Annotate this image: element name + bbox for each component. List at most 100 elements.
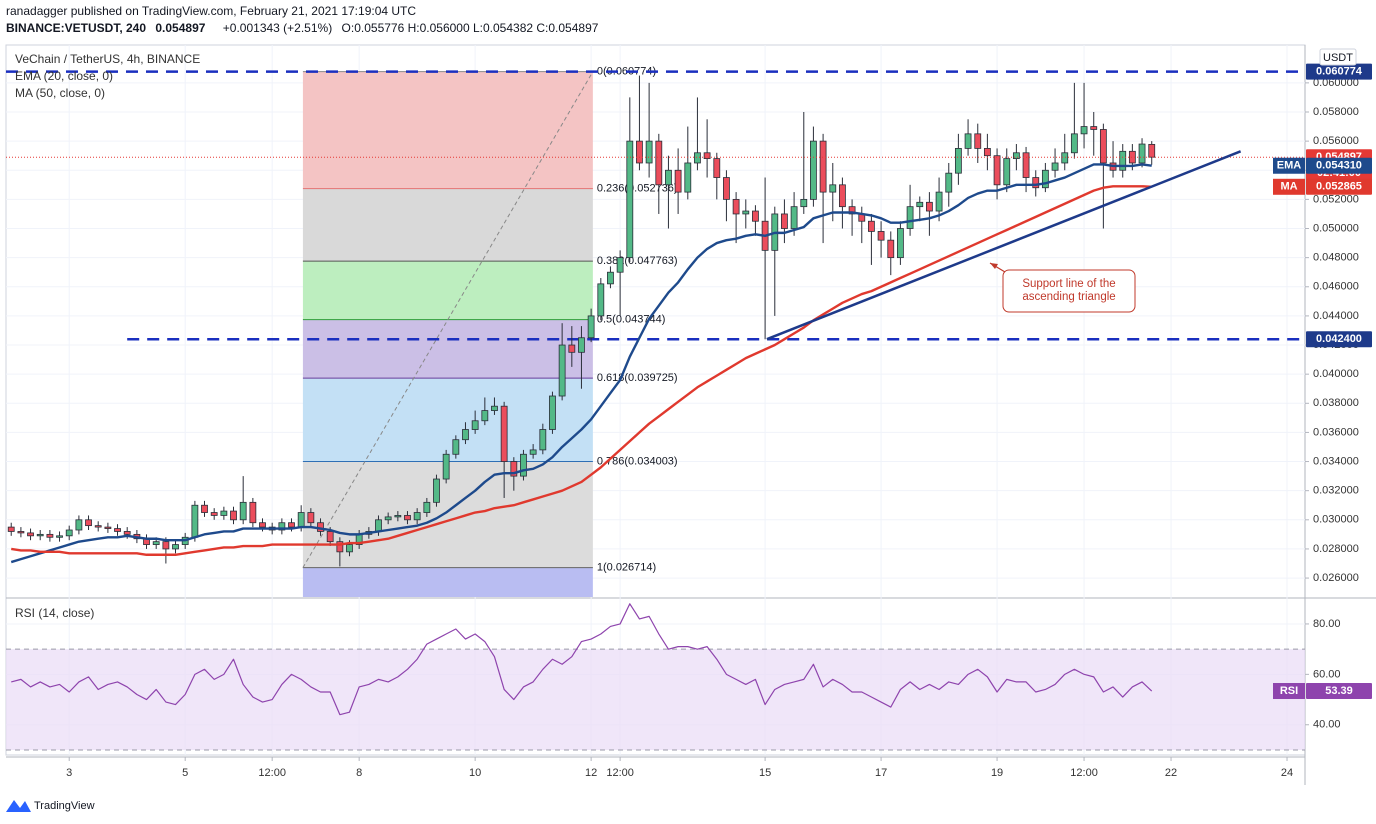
candle-body xyxy=(800,198,808,208)
candle-body xyxy=(442,453,450,480)
candle-body xyxy=(626,140,634,259)
rsi-pane xyxy=(6,603,1305,751)
logo xyxy=(6,800,31,812)
candle-body xyxy=(896,228,904,259)
y-tick-label: 0.050000 xyxy=(1313,222,1359,234)
series-name-tag xyxy=(1273,157,1305,174)
y-tick-label: 0.060000 xyxy=(1313,77,1359,89)
candle-body xyxy=(46,533,54,538)
legend-entry: EMA (20, close, 0) xyxy=(15,69,113,83)
candle-body xyxy=(549,395,556,430)
candle-body xyxy=(790,206,798,229)
candle-body xyxy=(1003,158,1011,186)
candle-body xyxy=(655,140,663,186)
candle-body xyxy=(645,140,653,164)
candle-body xyxy=(819,140,827,193)
x-tick-label: 24 xyxy=(1281,767,1293,779)
candle-body xyxy=(694,152,701,164)
candle-body xyxy=(249,501,257,524)
candle-body xyxy=(17,531,25,534)
candle-body xyxy=(829,184,837,193)
indicator-line xyxy=(10,163,1152,564)
candle-body xyxy=(307,512,315,524)
candle-body xyxy=(723,177,730,200)
change: +0.001343 (+2.51%) xyxy=(223,21,332,35)
x-tick-label: 8 xyxy=(356,767,362,779)
candle-body xyxy=(510,461,518,477)
candle-body xyxy=(732,198,740,215)
y-tick-label: 0.026000 xyxy=(1313,572,1359,584)
last-price: 0.054897 xyxy=(155,21,205,35)
candle-body xyxy=(810,140,817,200)
x-tick-label: 19 xyxy=(991,767,1003,779)
x-tick-label: 12:00 xyxy=(606,767,634,779)
candle-body xyxy=(529,449,537,455)
fib-band xyxy=(302,567,593,597)
legend-entry: MA (50, close, 0) xyxy=(15,86,105,100)
candle-body xyxy=(597,283,605,317)
candle-body xyxy=(578,337,585,353)
price-tag-label: 0.060774 xyxy=(1316,66,1363,78)
currency-box xyxy=(1319,48,1357,66)
fib-label: 0.618(0.039725) xyxy=(597,372,678,384)
candle-body xyxy=(65,529,73,537)
candle-body xyxy=(297,512,305,528)
candle-body xyxy=(1022,152,1030,178)
candle-body xyxy=(27,532,34,537)
candle-body xyxy=(404,515,411,521)
price-tag xyxy=(1306,157,1372,174)
y-tick-label: 0.044000 xyxy=(1313,310,1359,322)
candle-body xyxy=(877,231,885,241)
candle-body xyxy=(56,535,63,538)
candle-body xyxy=(75,519,83,531)
fib-band xyxy=(302,261,593,320)
brand: TradingView xyxy=(34,800,95,812)
candle-body xyxy=(558,344,566,397)
candle-body xyxy=(983,148,991,157)
candle-body xyxy=(916,201,924,208)
candle-body xyxy=(684,162,692,193)
candle-body xyxy=(1138,143,1146,164)
series-name-tag xyxy=(1273,178,1305,195)
y-tick-label: 0.052000 xyxy=(1313,193,1359,205)
candle-body xyxy=(1128,150,1136,164)
candle-body xyxy=(974,133,982,149)
candle-body xyxy=(114,528,121,532)
candle-body xyxy=(954,148,962,174)
candle-body xyxy=(462,429,469,441)
candle-body xyxy=(674,169,682,193)
price-tag-label: 0.052865 xyxy=(1316,181,1362,193)
candle-body xyxy=(491,405,498,411)
candle-body xyxy=(906,206,914,229)
series-name: MA xyxy=(1280,181,1297,193)
candle-body xyxy=(713,158,721,178)
candle-body xyxy=(172,544,179,550)
candle-body xyxy=(336,541,344,553)
rsi-band xyxy=(6,649,1305,750)
candle-body xyxy=(1051,162,1059,171)
x-tick-label: 3 xyxy=(66,767,72,779)
candle-body xyxy=(993,155,1001,186)
candle-body xyxy=(452,439,460,455)
symbol: BINANCE:VETUSDT, 240 xyxy=(6,21,146,35)
candle-body xyxy=(481,410,489,422)
quote-line: BINANCE:VETUSDT, 240 0.054897 +0.001343 … xyxy=(6,21,599,35)
candle-body xyxy=(104,526,112,529)
fib-label: 1(0.026714) xyxy=(597,562,656,574)
price-tag xyxy=(1306,331,1372,348)
candle-body xyxy=(964,133,972,149)
x-tick-label: 5 xyxy=(182,767,188,779)
x-tick-label: 12:00 xyxy=(1070,767,1098,779)
price-tag-label: 0.042400 xyxy=(1316,333,1362,345)
annotation-text: Support line of the xyxy=(1022,278,1115,290)
annotation-box xyxy=(1002,269,1136,313)
indicator-line xyxy=(11,603,1153,716)
y-tick-label: 0.030000 xyxy=(1313,514,1359,526)
price-tag xyxy=(1306,178,1372,195)
candle-body xyxy=(1090,126,1098,130)
x-tick-label: 15 xyxy=(759,767,771,779)
publisher: ranadagger published on TradingView.com,… xyxy=(6,4,416,18)
candle-body xyxy=(423,501,431,513)
